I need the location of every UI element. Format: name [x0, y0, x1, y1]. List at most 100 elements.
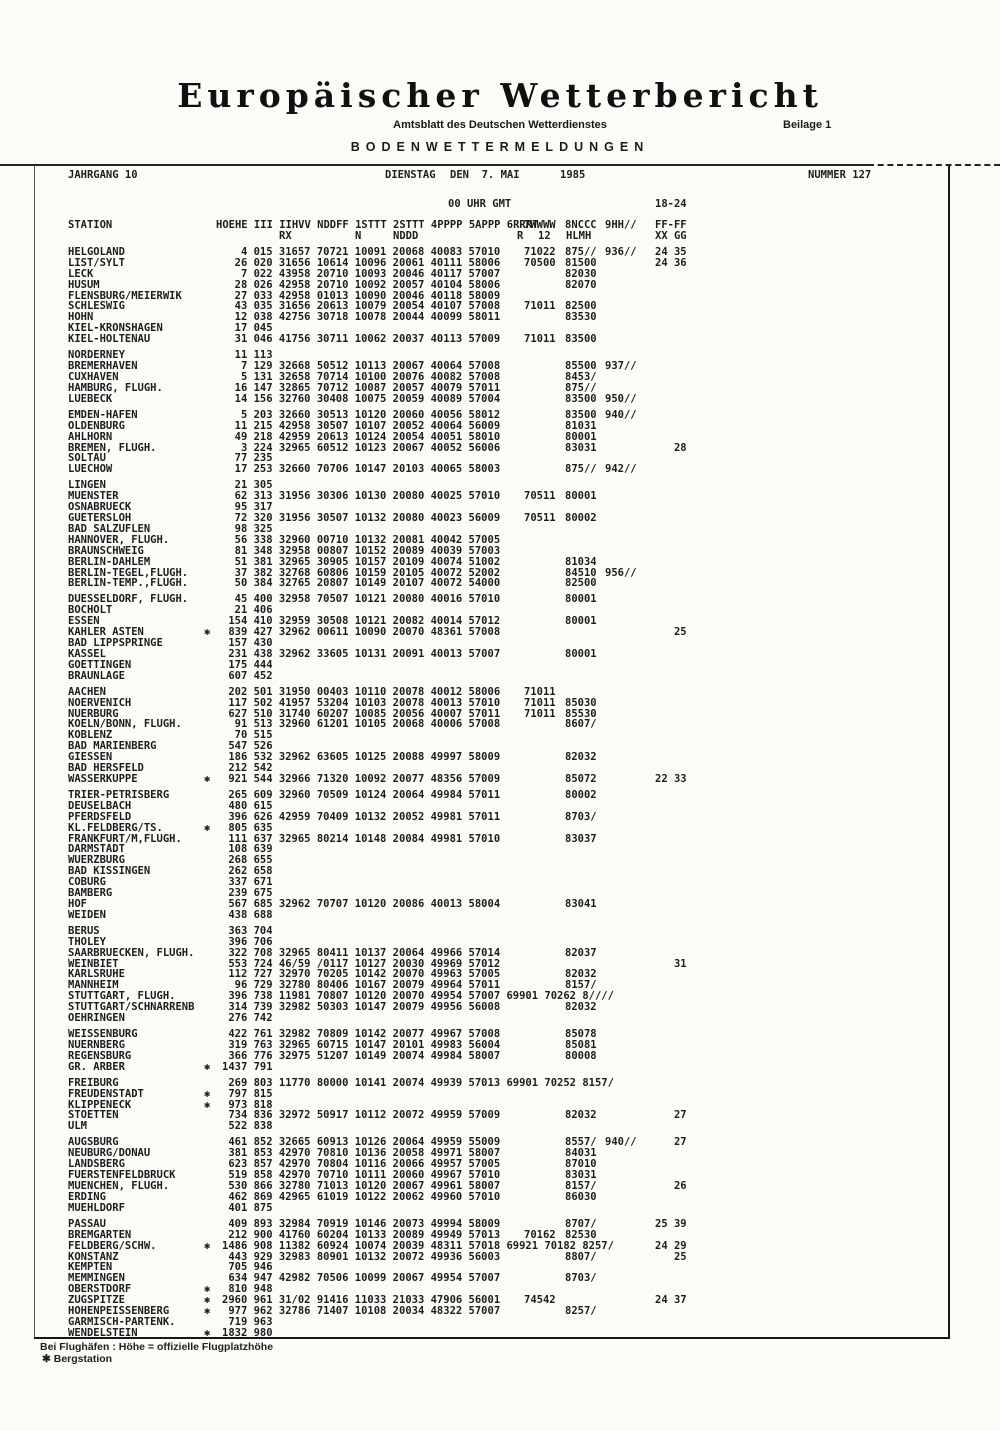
bergstation-marker: ✱ — [204, 1098, 211, 1111]
station-row: TRIER-PETRISBERG 265 609 32960 70509 101… — [0, 790, 1000, 801]
station-name: THOLEY — [68, 935, 106, 948]
col-7www: 7WWWW — [524, 219, 556, 231]
station-name: MUEHLDORF — [68, 1201, 125, 1214]
station-row: CUXHAVEN 5 131 32658 70714 10100 20076 4… — [0, 372, 1000, 383]
col-8nccc-value: 8707/ — [565, 1217, 597, 1230]
station-name: STUTTGART/SCHNARRENB — [68, 1001, 195, 1014]
station-row: REGENSBURG 366 776 32975 51207 10149 200… — [0, 1050, 1000, 1062]
station-row: MUEHLDORF 401 875 — [0, 1201, 1000, 1214]
col-8nccc-value: 82530 — [565, 1228, 597, 1241]
top-rule-dashed — [868, 164, 1000, 166]
col-7www-value: 70500 — [524, 256, 556, 269]
station-group: BERUS 363 704 THOLEY 396 706 SAARBRUECKEN,… — [0, 925, 1000, 1024]
station-name: STOETTEN — [68, 1109, 119, 1122]
obs-groups: 175 444 — [222, 658, 273, 671]
station-row: GARMISCH-PARTENK. 719 963 — [0, 1316, 1000, 1328]
obs-groups: 17 045 — [222, 322, 273, 335]
col-ff-value: 25 — [655, 626, 687, 639]
col-8nccc-value: 85081 — [565, 1038, 597, 1051]
station-name: KL.FELDBERG/TS. — [68, 821, 163, 834]
station-name: FREUDENSTADT — [68, 1087, 144, 1100]
col-7www-value: 74542 — [524, 1294, 556, 1307]
station-name: BOCHOLT — [68, 604, 113, 617]
station-row: MUENSTER 62 313 31956 30306 10130 20080 … — [0, 491, 1000, 502]
col-ff-value: 28 — [655, 441, 687, 454]
station-group: HELGOLAND 4 015 31657 70721 10091 20068 … — [0, 247, 1000, 345]
col-8nccc-value: 80001 — [565, 490, 597, 503]
station-row: LINGEN 21 305 — [0, 480, 1000, 491]
col-8nccc-value: 80001 — [565, 615, 597, 628]
obs-groups: 43 035 31656 20613 10079 20054 40107 570… — [222, 300, 501, 313]
col-8nccc-value: 83500 — [565, 408, 597, 421]
station-name: KIEL-KRONSHAGEN — [68, 322, 163, 335]
station-row: SCHLESWIG 43 035 31656 20613 10079 20054… — [0, 301, 1000, 312]
col-8nccc-value: 8703/ — [565, 810, 597, 823]
station-name: FRANKFURT/M,FLUGH. — [68, 832, 182, 845]
station-name: BREMERHAVEN — [68, 360, 138, 373]
obs-groups: 634 947 42982 70506 10099 20067 49954 57… — [222, 1272, 501, 1285]
col-8nccc-value: 8453/ — [565, 370, 597, 383]
col-9hh-value: 936// — [605, 246, 637, 258]
col-9hh: 9HH// — [605, 219, 637, 231]
station-name: OSNABRUECK — [68, 501, 132, 514]
station-row: BERLIN-DAHLEM 51 381 32965 30905 10157 2… — [0, 555, 1000, 568]
col-station: STATION — [68, 219, 113, 231]
station-name: MEMMINGEN — [68, 1272, 125, 1285]
col-ff-value: 26 — [655, 1180, 687, 1193]
station-row: EMDEN-HAFEN 5 203 32660 30513 10120 2006… — [0, 408, 1000, 421]
station-row: FREUDENSTADT ✱ 797 815 — [0, 1087, 1000, 1100]
station-row: BOCHOLT 21 406 — [0, 605, 1000, 616]
col-8nccc-value: 85078 — [565, 1028, 597, 1041]
station-row: HOF 567 685 32962 70707 10120 20086 4001… — [0, 898, 1000, 910]
obs-groups: 51 381 32965 30905 10157 20109 40074 510… — [222, 555, 501, 568]
obs-groups: 212 900 41760 60204 10133 20089 49949 57… — [222, 1228, 501, 1241]
station-name: BAD LIPPSPRINGE — [68, 637, 163, 650]
col-8nccc-value: 8157/ — [565, 1180, 597, 1193]
col-sub-n: N — [355, 230, 362, 242]
obs-groups: 705 946 — [222, 1261, 273, 1274]
station-group: EMDEN-HAFEN 5 203 32660 30513 10120 2006… — [0, 408, 1000, 475]
col-8nccc-value: 82070 — [565, 278, 597, 291]
col-8nccc-value: 8607/ — [565, 718, 597, 731]
station-name: GOETTINGEN — [68, 658, 132, 671]
station-row: NORDERNEY 11 113 — [0, 350, 1000, 361]
section-title: BODENWETTERMELDUNGEN — [350, 140, 650, 154]
obs-groups: 381 853 42970 70810 10136 20058 49971 58… — [222, 1147, 501, 1160]
station-row: HANNOVER, FLUGH. 56 338 32960 00710 1013… — [0, 534, 1000, 546]
station-row: KOBLENZ 70 515 — [0, 730, 1000, 741]
obs-groups: 314 739 32982 50303 10147 20079 49956 56… — [222, 1001, 501, 1014]
station-name: LECK — [68, 267, 94, 280]
col-8nccc-value: 85030 — [565, 696, 597, 709]
station-name: GR. ARBER — [68, 1060, 125, 1073]
col-8nccc-value: 81034 — [565, 555, 597, 568]
obs-groups: 5 131 32658 70714 10100 20076 40082 5700… — [222, 370, 501, 383]
station-name: WASSERKUPPE — [68, 772, 138, 785]
station-row: FREIBURG 269 803 11770 80000 10141 20074… — [0, 1077, 1000, 1089]
station-name: KLIPPENECK — [68, 1098, 132, 1111]
station-row: KLIPPENECK ✱ 973 818 — [0, 1098, 1000, 1111]
station-row: DARMSTADT 108 639 — [0, 844, 1000, 855]
col-8nccc-value: 82037 — [565, 946, 597, 959]
obs-groups: 276 742 — [222, 1011, 273, 1024]
obs-groups: 98 325 — [222, 522, 273, 535]
station-name: HOHN — [68, 311, 94, 324]
station-group: DUESSELDORF, FLUGH. 45 400 32958 70507 1… — [0, 594, 1000, 681]
footnote-bergstation: ✱ Bergstation — [42, 1353, 112, 1365]
obs-groups: 973 818 — [222, 1098, 273, 1111]
col-8nccc-value: 85072 — [565, 772, 597, 785]
station-row: BAD LIPPSPRINGE 157 430 — [0, 638, 1000, 649]
station-name: DEUSELBACH — [68, 799, 132, 812]
station-name: ZUGSPITZE — [68, 1294, 125, 1307]
station-row: AACHEN 202 501 31950 00403 10110 20078 4… — [0, 686, 1000, 698]
station-row: OEHRINGEN 276 742 — [0, 1013, 1000, 1024]
station-row: BERLIN-TEGEL,FLUGH. 37 382 32768 60806 1… — [0, 567, 1000, 579]
col-9hh-value: 937// — [605, 360, 637, 373]
col-8nccc-value: 85530 — [565, 707, 597, 720]
obs-groups: 186 532 32962 63605 10125 20088 49997 58… — [222, 751, 501, 764]
station-name: LUECHOW — [68, 463, 113, 476]
station-row: LUECHOW 17 253 32660 70706 10147 20103 4… — [0, 464, 1000, 475]
col-sub-xxgg: XX GG — [655, 230, 687, 242]
obs-groups: 96 729 32780 80406 10167 20079 49964 570… — [222, 979, 501, 992]
station-row: SAARBRUECKEN, FLUGH. 322 708 32965 80411… — [0, 946, 1000, 959]
obs-groups: 111 637 32965 80214 10148 20084 49981 57… — [222, 832, 501, 845]
